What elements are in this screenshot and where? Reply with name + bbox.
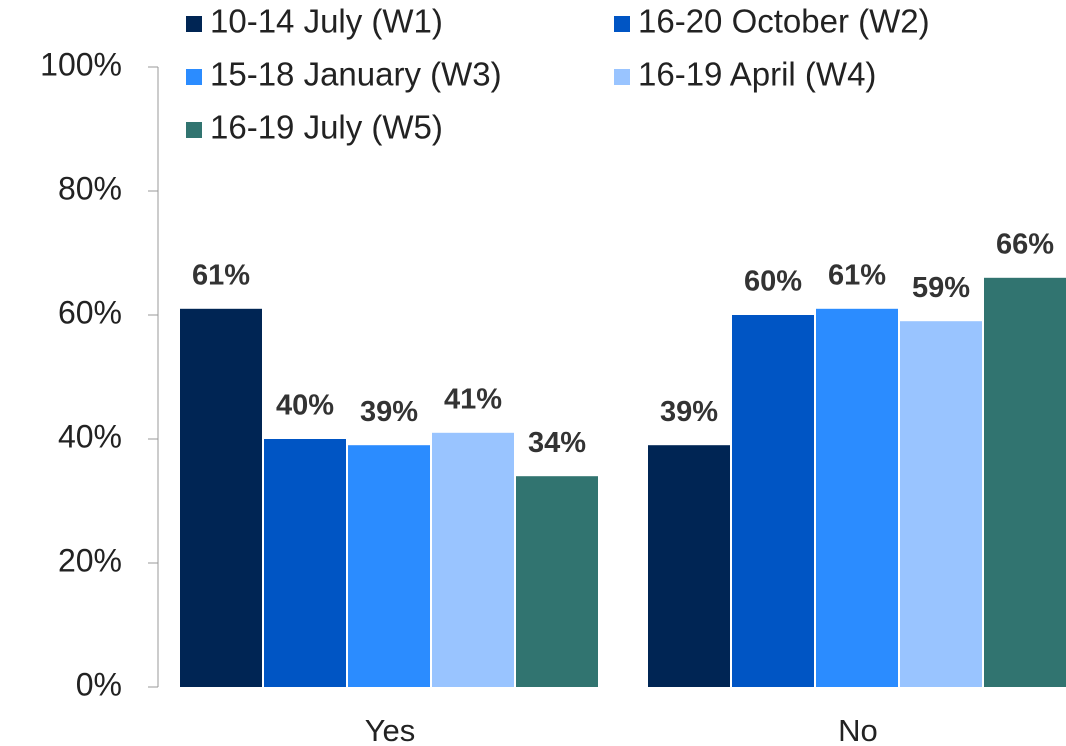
bar [264, 439, 346, 687]
legend-marker [614, 16, 630, 32]
legend-label: 16-19 July (W5) [210, 109, 443, 146]
y-tick-label: 100% [40, 46, 122, 82]
y-tick-label: 20% [58, 542, 122, 578]
bar [516, 476, 598, 687]
value-label: 66% [996, 228, 1054, 260]
legend-marker [186, 16, 202, 32]
bar [816, 308, 898, 687]
value-label: 39% [360, 396, 418, 428]
legend-label: 15-18 January (W3) [210, 56, 502, 93]
y-tick-label: 0% [76, 666, 122, 702]
legend-label: 10-14 July (W1) [210, 3, 443, 40]
x-tick-label: Yes [365, 713, 416, 746]
value-label: 34% [528, 427, 586, 459]
legend-marker [186, 69, 202, 85]
x-tick-label: No [838, 713, 878, 746]
legend-label: 16-20 October (W2) [638, 3, 930, 40]
value-label: 39% [660, 396, 718, 428]
legend-marker [614, 69, 630, 85]
bar [432, 432, 514, 687]
y-tick-label: 40% [58, 418, 122, 454]
bar [984, 277, 1066, 687]
y-tick-label: 60% [58, 294, 122, 330]
value-label: 60% [744, 266, 802, 298]
value-label: 61% [828, 259, 886, 291]
value-label: 40% [276, 390, 334, 422]
bar [348, 445, 430, 687]
bar [180, 308, 262, 687]
legend-marker [186, 122, 202, 138]
bar [732, 315, 814, 687]
bar [648, 445, 730, 687]
bar [900, 321, 982, 687]
value-label: 61% [192, 259, 250, 291]
legend-label: 16-19 April (W4) [638, 56, 876, 93]
y-tick-label: 80% [58, 170, 122, 206]
value-label: 41% [444, 383, 502, 415]
value-label: 59% [912, 272, 970, 304]
